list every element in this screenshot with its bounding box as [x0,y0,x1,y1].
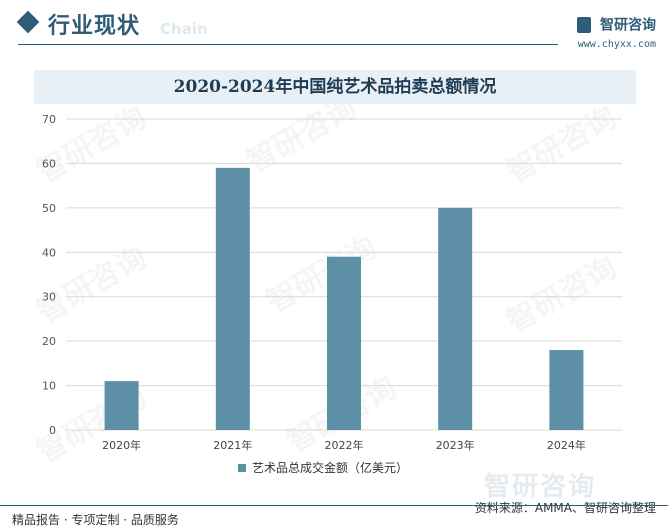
header-divider [18,44,558,45]
bottom-logo: 智研咨询 [484,472,597,502]
y-tick-label: 70 [42,113,56,126]
y-tick-label: 30 [42,291,56,304]
header: 行业现状 Chain 智研咨询 www.chyxx.com [0,0,668,50]
y-tick-label: 0 [49,424,56,437]
brand-url: www.chyxx.com [577,38,656,50]
x-tick-label: 2023年 [436,438,475,452]
y-tick-label: 50 [42,202,56,215]
bar [104,381,139,430]
y-tick-label: 60 [42,157,56,170]
footer-divider [0,505,668,506]
brand: 智研咨询 www.chyxx.com [576,14,656,50]
footer-tagline: 精品报告 · 专项定制 · 品质服务 [12,513,179,527]
brand-name: 智研咨询 [600,17,656,34]
y-tick-label: 20 [42,335,56,348]
legend-swatch [238,464,246,472]
brand-logo-icon [576,16,591,33]
bar [327,256,361,430]
x-tick-label: 2022年 [325,438,364,452]
bar [438,207,473,430]
x-tick-label: 2024年 [547,438,586,452]
section-subtitle: Chain [160,20,208,38]
bar [215,167,250,430]
x-tick-label: 2020年 [102,438,141,452]
bar [549,350,584,430]
y-tick-label: 10 [42,380,56,393]
y-tick-label: 40 [42,246,56,259]
chart-title: 2020-2024年中国纯艺术品拍卖总额情况 [173,77,497,97]
section-title: 行业现状 [48,14,141,39]
chart-title-bar: 2020-2024年中国纯艺术品拍卖总额情况 [34,70,636,104]
legend-label: 艺术品总成交金额（亿美元） [252,460,408,475]
x-tick-label: 2021年 [213,438,252,452]
source-note: 资料来源：AMMA、智研咨询整理 [474,501,656,515]
